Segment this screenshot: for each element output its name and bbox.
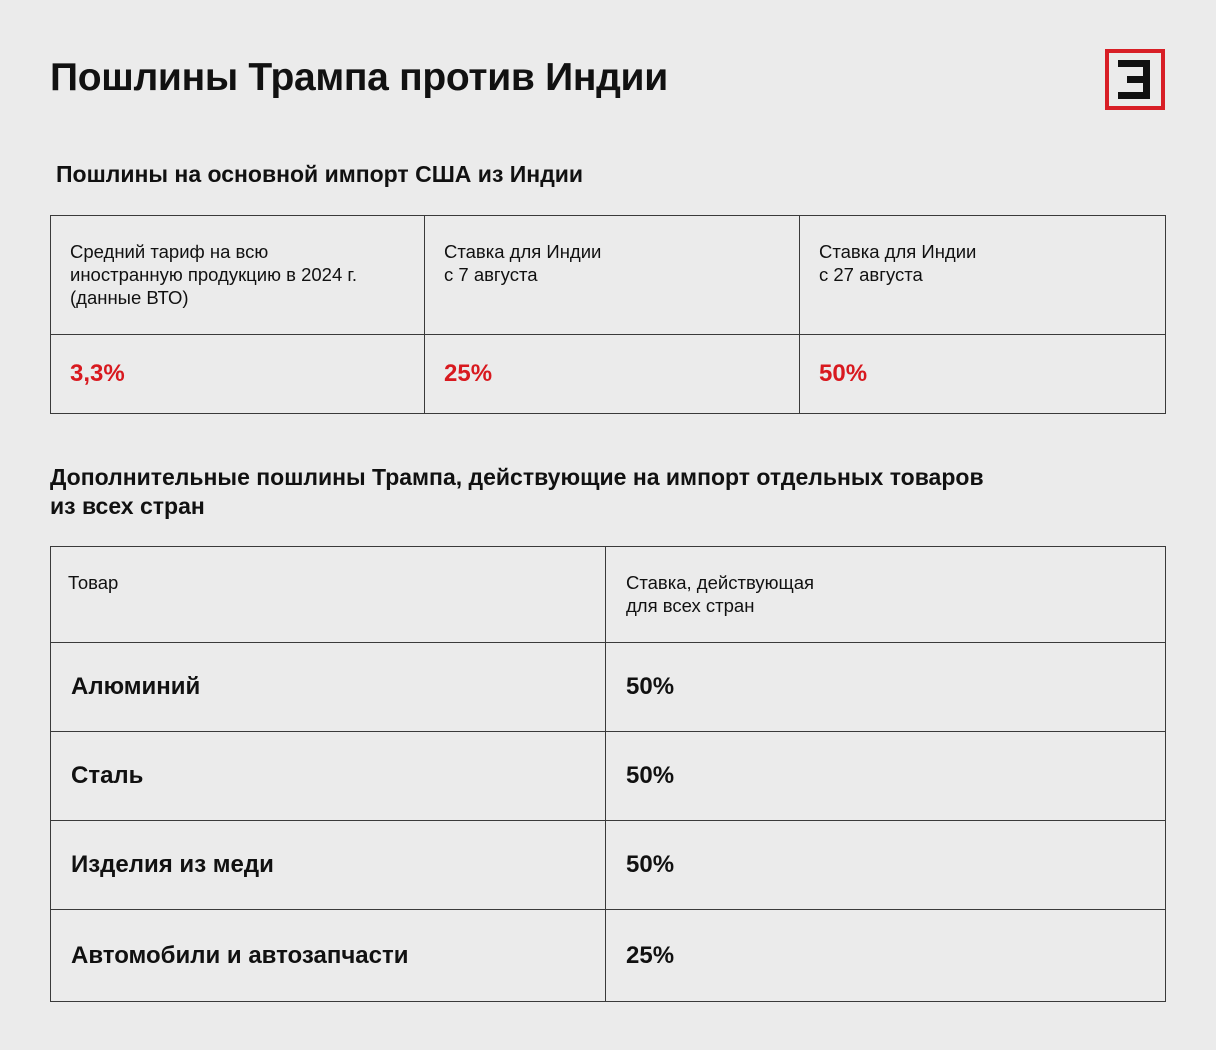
section-title-additional-tariffs: Дополнительные пошлины Трампа, действующ… xyxy=(50,464,984,519)
product-cell: Автомобили и автозапчасти xyxy=(50,909,606,1002)
table-row: Автомобили и автозапчасти 25% xyxy=(50,909,1166,1002)
additional-tariffs-table: Товар Ставка, действующая для всех стран… xyxy=(50,546,1166,1002)
value-avg-tariff: 3,3% xyxy=(50,334,425,414)
brand-logo xyxy=(1105,49,1165,110)
table-row: Изделия из меди 50% xyxy=(50,820,1166,910)
rate-cell: 50% xyxy=(605,731,1166,821)
rate-cell: 50% xyxy=(605,820,1166,910)
brand-logo-icon xyxy=(1118,60,1150,99)
section-title-india-tariffs: Пошлины на основной импорт США из Индии xyxy=(56,161,584,187)
table-header-row: Средний тариф на всю иностранную продукц… xyxy=(50,215,1166,335)
value-rate-aug-7: 25% xyxy=(424,334,800,414)
table-header-row: Товар Ставка, действующая для всех стран xyxy=(50,546,1166,643)
product-cell: Сталь xyxy=(50,731,606,821)
product-cell: Алюминий xyxy=(50,642,606,732)
table-row: Сталь 50% xyxy=(50,731,1166,821)
value-rate-aug-27: 50% xyxy=(799,334,1166,414)
india-tariffs-table: Средний тариф на всю иностранную продукц… xyxy=(50,215,1166,414)
rate-cell: 25% xyxy=(605,909,1166,1002)
column-header-avg-tariff: Средний тариф на всю иностранную продукц… xyxy=(50,215,425,335)
column-header-rate: Ставка, действующая для всех стран xyxy=(605,546,1166,643)
column-header-rate-aug-7: Ставка для Индии с 7 августа xyxy=(424,215,800,335)
product-cell: Изделия из меди xyxy=(50,820,606,910)
rate-cell: 50% xyxy=(605,642,1166,732)
column-header-product: Товар xyxy=(50,546,606,643)
column-header-rate-aug-27: Ставка для Индии с 27 августа xyxy=(799,215,1166,335)
table-row: Алюминий 50% xyxy=(50,642,1166,732)
page-title: Пошлины Трампа против Индии xyxy=(50,56,668,99)
table-row: 3,3% 25% 50% xyxy=(50,334,1166,414)
